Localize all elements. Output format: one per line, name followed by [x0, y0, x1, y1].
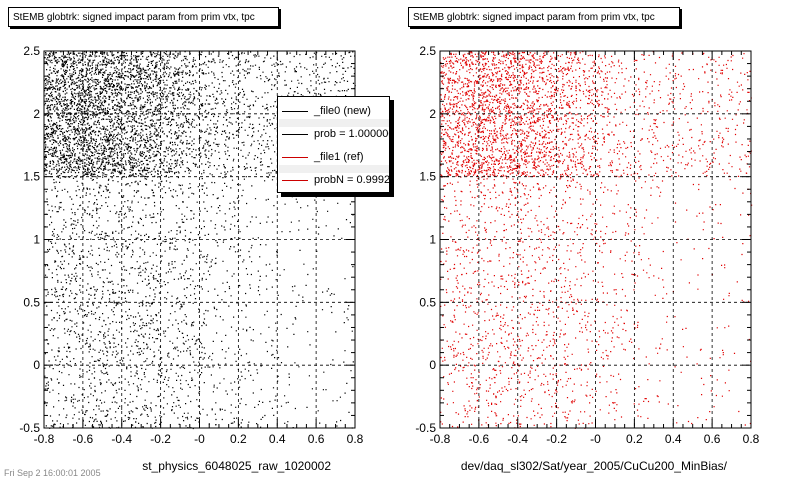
right-plot-title: StEMB globtrk: signed impact param from … — [408, 7, 680, 27]
left-plot-title: StEMB globtrk: signed impact param from … — [8, 7, 279, 27]
y-tick-label: 2 — [429, 107, 436, 121]
timestamp-footer: Fri Sep 2 16:00:01 2005 — [4, 468, 101, 478]
y-tick-label: 1 — [33, 233, 40, 247]
x-tick-label: 0.6 — [308, 432, 325, 446]
y-tick-label: 1.5 — [419, 170, 436, 184]
x-tick-label: -0.2 — [546, 432, 567, 446]
x-tick-label: -0 — [590, 432, 601, 446]
x-tick-label: -0.6 — [73, 432, 94, 446]
x-tick-label: -0.2 — [150, 432, 171, 446]
y-tick-label: 1.5 — [23, 170, 40, 184]
legend-entry-file1: _file1 (ref) — [278, 150, 389, 164]
x-tick-label: 0.8 — [743, 432, 760, 446]
legend-entry-file0: _file0 (new) — [278, 104, 389, 118]
scatter-markers — [44, 51, 356, 430]
x-tick-label: 0.6 — [704, 432, 721, 446]
y-tick-label: 0 — [429, 358, 436, 372]
legend-band — [279, 165, 389, 173]
legend-line-icon — [282, 111, 308, 112]
legend-label: _file1 (ref) — [314, 151, 364, 163]
y-tick-label: 0 — [33, 358, 40, 372]
legend-line-icon — [282, 157, 308, 158]
right-scatter-plot: -0.8 -0.6 -0.4 -0.2 -0 0.2 0.4 0.6 0.8 -0.5 0 0.5 1 1… — [415, 44, 759, 473]
y-tick-label: -0.5 — [415, 421, 436, 435]
legend-label: probN = 0.999212 — [314, 174, 390, 186]
legend-band — [279, 119, 389, 127]
x-axis-title: dev/daq_sl302/Sat/year_2005/CuCu200_MinB… — [461, 459, 728, 473]
x-tick-label: -0.4 — [507, 432, 528, 446]
scatter-markers — [440, 51, 753, 429]
x-tick-label: 0.2 — [230, 432, 247, 446]
y-tick-label: 0.5 — [419, 295, 436, 309]
x-tick-label: -0 — [194, 432, 205, 446]
y-tick-label: -0.5 — [19, 421, 40, 435]
x-tick-label: 0.4 — [269, 432, 286, 446]
x-tick-label: -0.6 — [469, 432, 490, 446]
legend-label: prob = 1.000000 — [314, 128, 390, 140]
x-axis-title: st_physics_6048025_raw_1020002 — [142, 459, 331, 473]
legend-line-icon — [282, 180, 308, 181]
x-tick-label: -0.8 — [34, 432, 55, 446]
y-tick-label: 1 — [429, 233, 436, 247]
legend: _file0 (new) prob = 1.000000 _file1 (ref… — [277, 96, 390, 193]
axis-ticks — [439, 50, 752, 429]
x-tick-label: -0.4 — [111, 432, 132, 446]
legend-entry-probn: probN = 0.999212 — [278, 173, 390, 187]
x-tick-label: -0.8 — [430, 432, 451, 446]
data-points — [44, 51, 356, 430]
grid-lines — [440, 51, 751, 428]
legend-entry-prob: prob = 1.000000 — [278, 127, 390, 141]
x-tick-label: 0.4 — [665, 432, 682, 446]
y-tick-label: 2 — [33, 107, 40, 121]
x-tick-label: 0.8 — [347, 432, 364, 446]
data-points — [440, 51, 753, 429]
y-tick-label: 2.5 — [419, 44, 436, 58]
legend-line-icon — [282, 134, 308, 135]
x-tick-label: 0.2 — [626, 432, 643, 446]
y-tick-label: 2.5 — [23, 44, 40, 58]
legend-label: _file0 (new) — [314, 105, 371, 117]
y-tick-label: 0.5 — [23, 295, 40, 309]
